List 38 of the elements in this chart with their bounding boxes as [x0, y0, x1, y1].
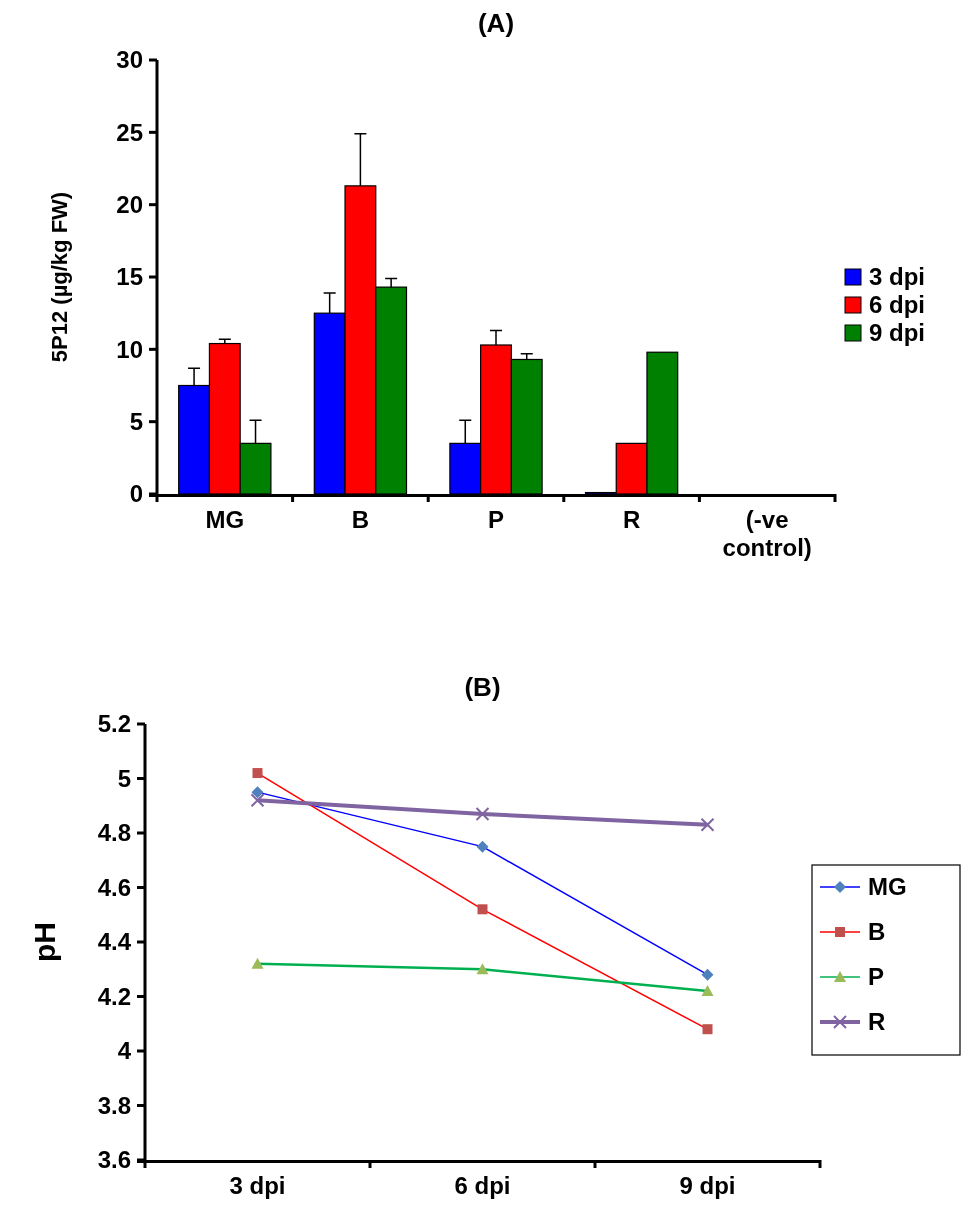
chart-title: (B)	[464, 672, 501, 702]
legend-label: R	[868, 1008, 886, 1036]
legend-label: B	[868, 918, 886, 946]
x-tick-label: (-ve control)	[722, 506, 812, 561]
legend-label: MG	[868, 873, 907, 901]
x-tick-label: P	[487, 506, 505, 533]
x-tick-label: 6 dpi	[454, 1172, 511, 1199]
legend-label: 9 dpi	[869, 319, 926, 347]
y-tick-label: 4.4	[97, 928, 132, 956]
point	[475, 806, 490, 821]
y-tick-label: 5.2	[97, 710, 131, 738]
y-axis-title: pH	[28, 922, 61, 962]
x-tick-label: R	[622, 506, 641, 533]
chart-title: (A)	[477, 8, 515, 38]
point	[700, 817, 715, 832]
y-tick-label: 4.6	[97, 873, 131, 901]
x-tick-label: 9 dpi	[679, 1172, 736, 1199]
y-tick-label: 15	[116, 263, 143, 291]
x-tick-label: 3 dpi	[229, 1172, 286, 1199]
legend-label: 6 dpi	[869, 291, 926, 319]
legend-label: P	[868, 963, 885, 991]
y-tick-label: 25	[116, 118, 143, 146]
y-tick-label: 4.2	[97, 982, 131, 1010]
legend-label: 3 dpi	[869, 263, 926, 291]
y-tick-label: 20	[116, 191, 143, 219]
point	[250, 793, 265, 808]
y-axis-title: 5P12 (µg/kg FW)	[47, 191, 72, 363]
y-tick-label: 0	[129, 480, 143, 508]
y-tick-label: 3.6	[97, 1146, 131, 1174]
x-tick-label: B	[351, 506, 370, 533]
y-tick-label: 5	[129, 408, 143, 436]
y-tick-label: 3.8	[97, 1091, 131, 1119]
y-tick-label: 4.8	[97, 819, 131, 847]
x-tick-label: MG	[205, 506, 245, 533]
y-tick-label: 4	[117, 1037, 132, 1065]
y-tick-label: 30	[116, 46, 143, 74]
y-tick-label: 10	[116, 335, 143, 363]
y-tick-label: 5	[117, 764, 131, 792]
